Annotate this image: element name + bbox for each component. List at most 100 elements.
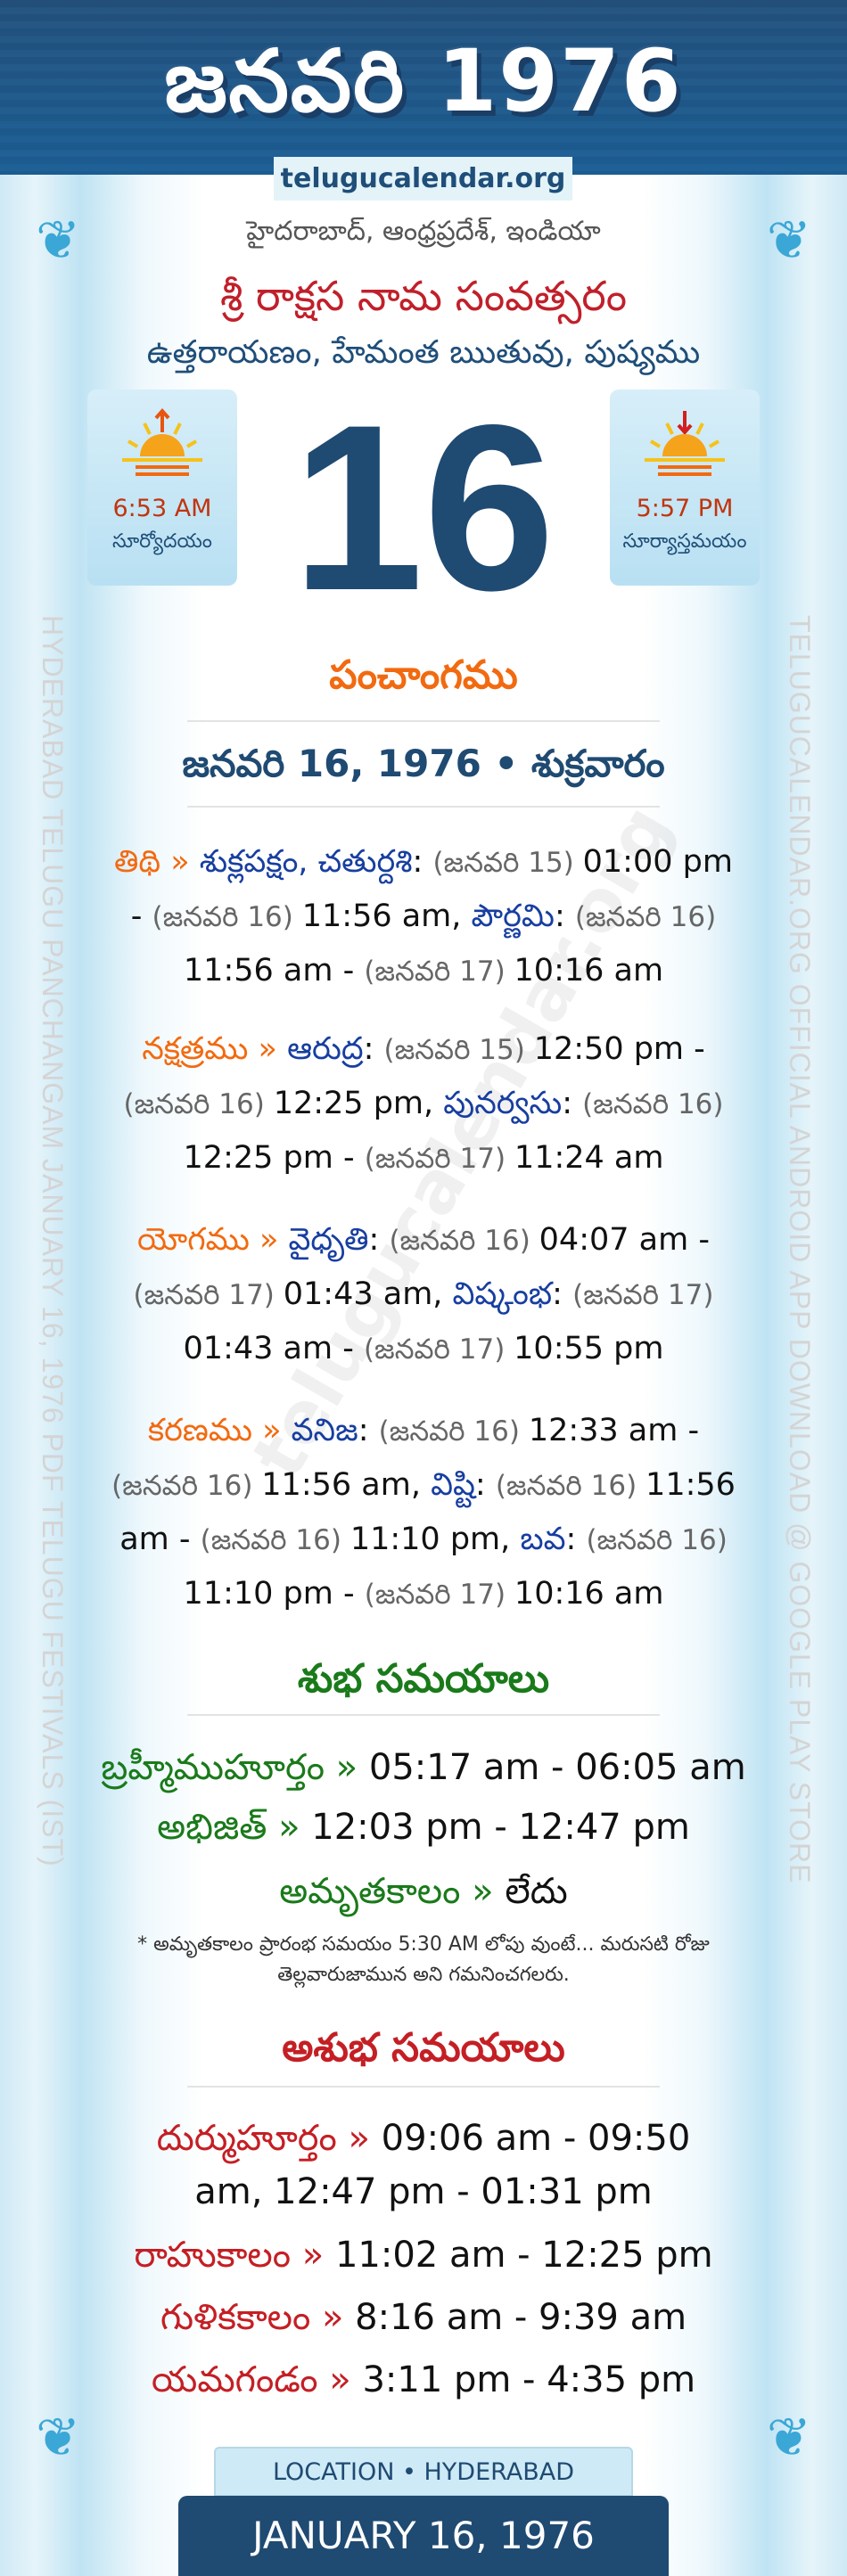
item-label: దుర్ముహూర్తం » [156,2118,382,2159]
samvatsaram: శ్రీ రాక్షస నామ సంవత్సరం [219,272,628,320]
entry-date: (జనవరి 16) [200,1524,350,1556]
divider [187,720,660,722]
entry-time: : [412,844,433,880]
item-value: 3:11 pm - 4:35 pm [362,2359,696,2400]
entry-date: (జనవరి 15) [432,847,583,879]
entry-name: పౌర్ణమి [471,898,555,934]
sunrise-icon [122,407,202,476]
entry-time: 11:24 am [514,1140,664,1176]
entry-time: : [552,1276,573,1312]
item-value: 11:02 am - 12:25 pm [334,2235,713,2276]
entry-name: ఆరుద్ర [287,1031,364,1067]
divider [187,1714,660,1716]
entry-date: (జనవరి 17) [133,1279,284,1311]
item-label: బ్రహ్మీముహూర్తం » [101,1747,369,1788]
entry-time: 11:56 am - [183,953,365,989]
ashubha-item: గుళికకాలం » 8:16 am - 9:39 am [89,2288,758,2347]
corner-ornament-icon: ❦ [766,2407,811,2469]
item-label: అమృతకాలం » [279,1871,506,1912]
amrutakalam-note: * అమృతకాలం ప్రారంభ సమయం 5:30 AM లోపు వుం… [137,1933,710,1986]
english-date-banner: JANUARY 16, 1976 [178,2496,669,2576]
entry-time: 12:33 am - [528,1413,700,1448]
entry-time: 01:00 pm - [130,844,733,934]
item-value: 12:03 pm - 12:47 pm [311,1807,690,1848]
site-link[interactable]: telugucalendar.org [274,157,572,201]
item-label: అభిజిత్ » [157,1807,312,1848]
yoga-entry: యోగము » వైధృతి: (జనవరి 16) 04:07 am - (జ… [111,1213,736,1376]
entry-time: 04:07 am - [539,1222,710,1258]
shubha-item: అమృతకాలం » లేదు [89,1862,758,1921]
entry-time: 12:25 pm - [183,1140,365,1176]
entry-name: బవ [520,1522,566,1557]
karana-entry: కరణము » వనిజ: (జనవరి 16) 12:33 am - (జనవ… [111,1404,736,1621]
entry-time: : [474,1467,496,1503]
entry-date: (జనవరి 15) [383,1034,534,1066]
entry-time: : [565,1522,587,1557]
entry-date: (జనవరి 16) [389,1225,539,1257]
entry-time: : [358,1413,379,1448]
location-line: హైదరాబాద్, ఆంధ్రప్రదేశ్, ఇండియా [246,216,601,247]
entry-date: (జనవరి 16) [152,901,302,933]
entry-name: విష్కంభ [452,1276,553,1312]
entry-time: 11:56 am, [301,898,472,934]
entry-time: : [562,1086,583,1121]
ashubha-item: రాహుకాలం » 11:02 am - 12:25 pm [89,2226,758,2285]
location-badge: LOCATION • HYDERABAD [214,2447,633,2497]
sunset-icon [645,411,725,476]
entry-time: 11:10 pm, [349,1522,521,1557]
month-year-title: జనవరి 1976 [164,31,683,131]
entry-name: వనిజ [291,1413,358,1448]
side-text-left: HYDERABAD TELUGU PANCHANGAM JANUARY 16, … [37,615,69,1867]
item-value: 8:16 am - 9:39 am [355,2297,687,2338]
ashubha-heading: అశుభ సమయాలు [282,2025,565,2071]
side-text-right: TELUGUCALENDAR.ORG OFFICIAL ANDROID APP … [784,615,816,1884]
entry-date: (జనవరి 16) [123,1088,274,1120]
entry-label: కరణము » [147,1413,292,1448]
shubha-heading: శుభ సమయాలు [297,1656,550,1702]
entry-date: (జనవరి 16) [574,901,717,933]
entry-label: యోగము » [137,1222,289,1258]
entry-date: (జనవరి 16) [582,1088,724,1120]
ashubha-item: దుర్ముహూర్తం » 09:06 am - 09:50 am, 12:4… [134,2112,713,2219]
entry-time: 10:16 am [514,1576,664,1612]
entry-time: 11:56 am, [261,1467,432,1503]
shubha-item: బ్రహ్మీముహూర్తం » 05:17 am - 06:05 am [89,1738,758,1797]
divider [187,806,660,808]
divider [187,2086,660,2088]
entry-date: (జనవరి 16) [378,1415,529,1448]
entry-time: 12:50 pm - [533,1031,705,1067]
entry-time: 11:10 pm - [183,1576,365,1612]
sunset-time: 5:57 PM [636,495,734,522]
entry-label: తిథి » [114,844,200,880]
ayana-ritu-masa: ఉత్తరాయణం, హేమంత ఋతువు, పుష్యము [146,334,701,371]
sunset-label: సూర్యాస్తమయం [622,530,747,553]
shubha-item: అభిజిత్ » 12:03 pm - 12:47 pm [89,1798,758,1857]
entry-time: 10:55 pm [514,1331,664,1366]
entry-name: శుక్లపక్షం, చతుర్దశి [199,844,413,880]
entry-name: విష్టి [431,1467,475,1503]
day-number: 16 [292,376,555,640]
entry-time: 01:43 am - [183,1331,364,1366]
tithi-entry: తిథి » శుక్లపక్షం, చతుర్దశి: (జనవరి 15) … [111,835,736,998]
entry-time: : [368,1222,390,1258]
entry-time: 01:43 am, [283,1276,453,1312]
entry-time: 12:25 pm, [273,1086,444,1121]
item-label: యమగండం » [151,2359,363,2400]
sunrise-time: 6:53 AM [112,495,212,522]
entry-date: (జనవరి 17) [364,956,514,988]
item-label: గుళికకాలం » [160,2297,356,2338]
entry-date: (జనవరి 17) [364,1143,514,1175]
entry-time: : [363,1031,384,1067]
entry-date: (జనవరి 16) [586,1524,728,1556]
entry-date: (జనవరి 16) [111,1470,262,1502]
entry-date: (జనవరి 17) [364,1579,514,1611]
item-value: లేదు [505,1871,568,1912]
panchangam-heading: పంచాంగము [329,652,518,698]
entry-name: వైధృతి [288,1222,369,1258]
entry-date: (జనవరి 16) [495,1470,646,1502]
ashubha-item: యమగండం » 3:11 pm - 4:35 pm [89,2350,758,2409]
sunrise-label: సూర్యోదయం [112,530,212,553]
header-banner [0,0,847,175]
entry-date: (జనవరి 17) [572,1279,714,1311]
date-weekday-line: జనవరి 16, 1976 • శుక్రవారం [182,742,665,785]
